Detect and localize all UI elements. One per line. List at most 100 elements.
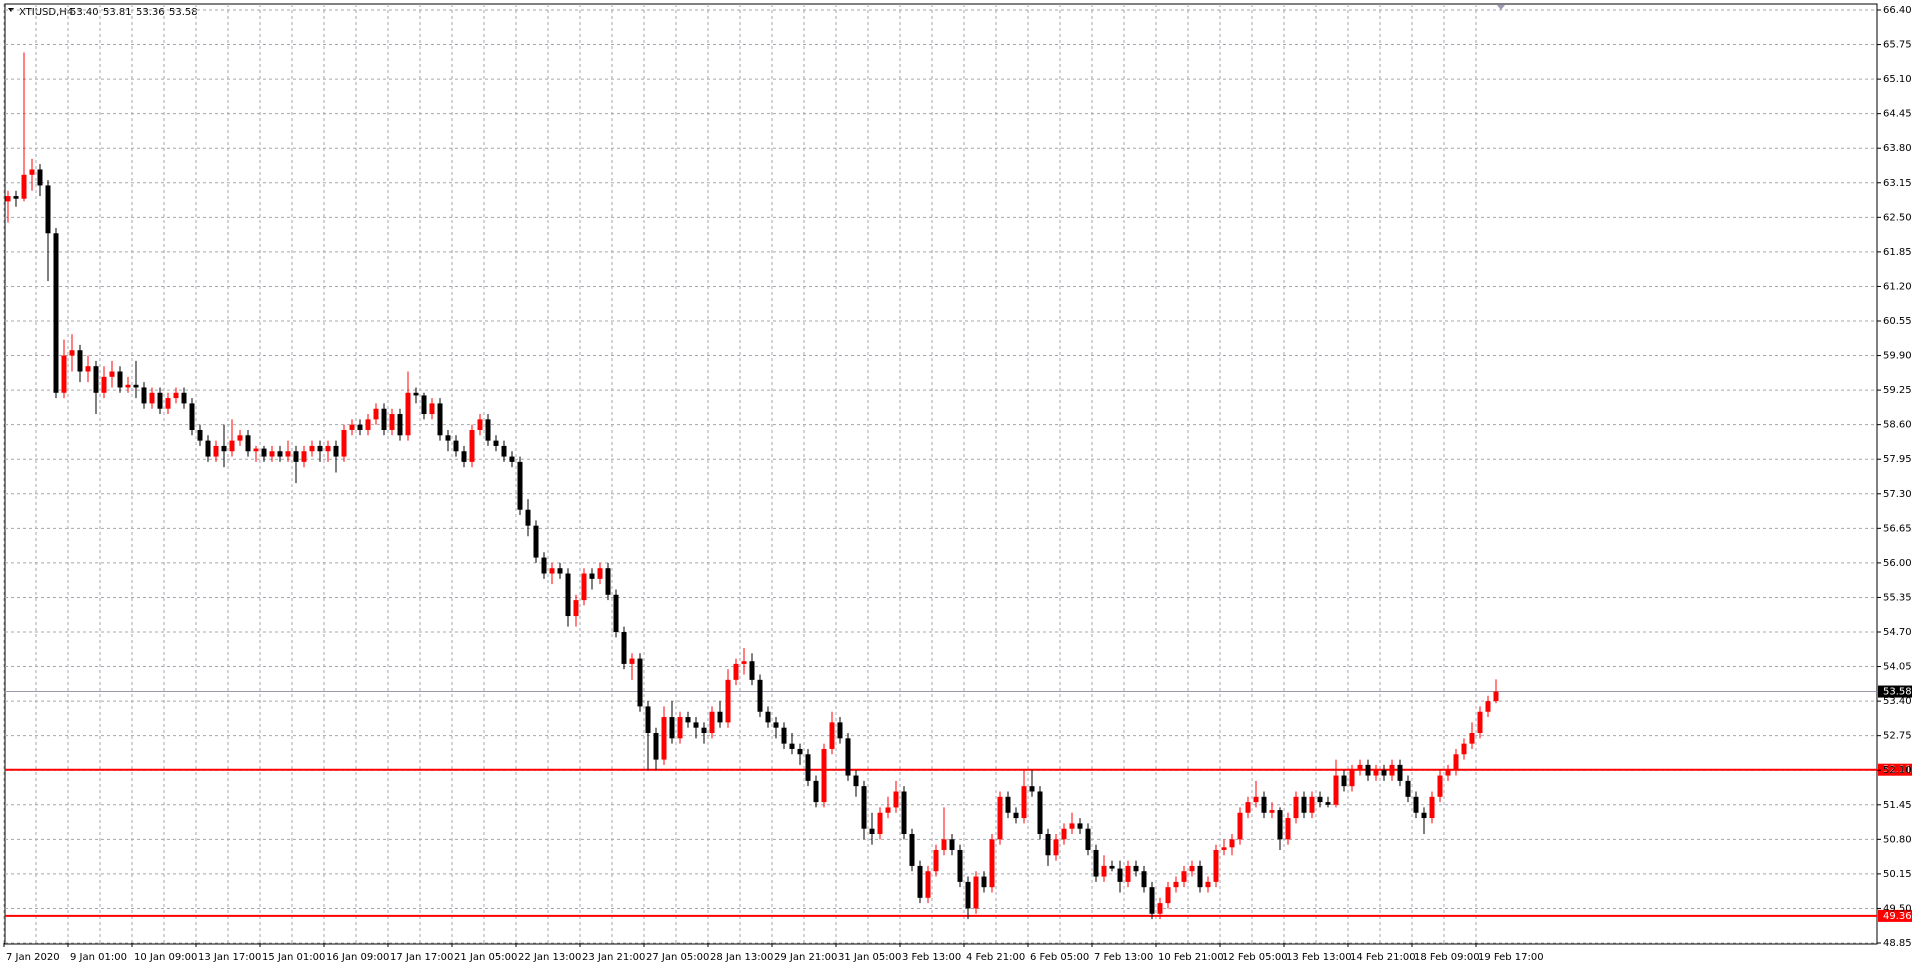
x-tick-label: 10 Jan 09:00	[134, 952, 197, 963]
candle-body	[1349, 770, 1355, 787]
candle-body	[501, 445, 507, 457]
x-tick-label: 7 Jan 2020	[6, 952, 60, 963]
candle-body	[821, 748, 827, 803]
ohlc-value: 53.58	[169, 7, 198, 18]
x-tick-label: 22 Jan 13:00	[518, 952, 581, 963]
ohlc-value: 53.40	[70, 7, 99, 18]
candle-body	[941, 839, 947, 850]
candle-body	[773, 722, 779, 728]
y-tick-label: 52.75	[1883, 731, 1912, 742]
candle-body	[1149, 887, 1155, 914]
candle-body	[1341, 775, 1347, 787]
y-tick-label: 49.50	[1883, 903, 1912, 914]
candle-body	[1469, 733, 1475, 744]
x-tick-label: 12 Feb 05:00	[1222, 952, 1288, 963]
candle-body	[1317, 796, 1323, 803]
y-tick-label: 54.05	[1883, 662, 1912, 673]
candle-body	[1429, 796, 1435, 819]
candle-body	[109, 371, 115, 377]
candle-body	[1445, 770, 1451, 776]
current-price-label: 53.58	[1883, 687, 1912, 698]
y-tick-label: 59.25	[1883, 385, 1912, 396]
y-tick-label: 63.80	[1883, 143, 1912, 154]
candle-body	[1157, 903, 1163, 914]
candle-body	[1437, 775, 1443, 797]
candle-body	[549, 568, 555, 574]
y-tick-label: 50.15	[1883, 869, 1912, 880]
level-label-box	[1878, 909, 1912, 922]
candle-body	[925, 871, 931, 898]
candle-body	[581, 573, 587, 601]
candle-body	[245, 435, 251, 452]
x-tick-label: 23 Jan 21:00	[582, 952, 645, 963]
price-levels: 52.11 49.36 53.58	[5, 685, 1912, 922]
candle-body	[77, 350, 83, 372]
candle-body	[933, 849, 939, 872]
candle-body	[493, 440, 499, 446]
candle-body	[837, 722, 843, 739]
x-tick-label: 13 Feb 13:00	[1286, 952, 1352, 963]
candle-body	[253, 448, 259, 452]
candle-body	[749, 661, 755, 680]
candle-body	[1285, 818, 1291, 840]
candle-body	[1421, 812, 1427, 819]
candle-body	[1221, 847, 1227, 850]
candle-body	[917, 865, 923, 898]
candle-body	[829, 722, 835, 749]
y-tick-label: 64.45	[1883, 109, 1912, 120]
candle-body	[973, 876, 979, 909]
candle-body	[1301, 796, 1307, 813]
candle-body	[1229, 839, 1235, 848]
x-tick-label: 4 Feb 21:00	[966, 952, 1025, 963]
y-tick-label: 55.35	[1883, 592, 1912, 603]
candle-body	[341, 429, 347, 457]
candle-body	[317, 445, 323, 452]
y-tick-label: 66.40	[1883, 5, 1912, 16]
y-tick-label: 56.00	[1883, 558, 1912, 569]
candle-body	[1029, 786, 1035, 792]
candle-body	[437, 403, 443, 436]
y-tick-label: 60.55	[1883, 316, 1912, 327]
candle-body	[373, 408, 379, 420]
candle-body	[1261, 796, 1267, 813]
candle-body	[101, 376, 107, 393]
candle-body	[629, 658, 635, 664]
candle-body	[229, 440, 235, 452]
x-tick-label: 27 Jan 05:00	[646, 952, 709, 963]
candle-body	[237, 435, 243, 441]
candle-body	[781, 727, 787, 744]
candle-body	[469, 429, 475, 462]
candle-body	[1021, 786, 1027, 819]
y-tick-label: 51.45	[1883, 800, 1912, 811]
candle-body	[421, 395, 427, 415]
ohlc-header: 53.40 53.81 53.36 53.58	[70, 7, 198, 18]
candle-body	[757, 679, 763, 712]
candle-body	[405, 392, 411, 436]
candle-body	[325, 445, 331, 452]
candle-body	[1045, 834, 1051, 856]
candle-body	[1181, 871, 1187, 882]
y-tick-label: 50.80	[1883, 834, 1912, 845]
candle-body	[509, 456, 515, 462]
candle-body	[413, 392, 419, 396]
candle-body	[1093, 849, 1099, 877]
x-tick-label: 17 Jan 17:00	[390, 952, 453, 963]
candle-body	[301, 451, 307, 462]
candle-body	[1333, 775, 1339, 805]
candle-body	[869, 828, 875, 835]
candle-body	[277, 451, 283, 457]
y-tick-label: 65.75	[1883, 40, 1912, 51]
candle-body	[445, 435, 451, 441]
candle-body	[565, 573, 571, 617]
x-tick-label: 29 Jan 21:00	[774, 952, 837, 963]
y-tick-label: 61.85	[1883, 247, 1912, 258]
candle-body	[485, 419, 491, 441]
candle-body	[645, 706, 651, 734]
candle-body	[61, 355, 67, 393]
candle-body	[1293, 796, 1299, 819]
candle-body	[637, 658, 643, 707]
shift-marker[interactable]	[1497, 5, 1505, 10]
candle-body	[1405, 780, 1411, 797]
candle-body	[517, 461, 523, 510]
